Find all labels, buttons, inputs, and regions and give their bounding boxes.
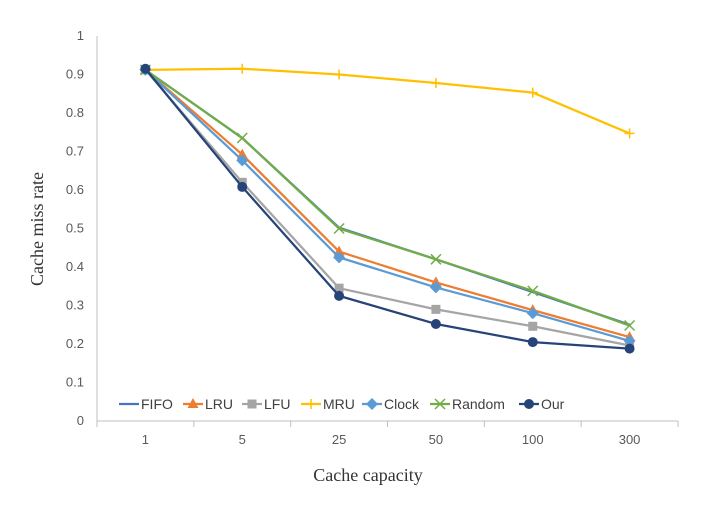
series-line-lfu xyxy=(144,68,631,347)
data-point-clock xyxy=(526,307,539,320)
x-tick-label: 5 xyxy=(239,432,246,447)
data-point-random xyxy=(527,285,539,297)
legend-item-lfu: LFU xyxy=(242,396,290,412)
y-tick-label: 0.6 xyxy=(66,182,84,197)
y-tick-label: 1 xyxy=(77,28,84,43)
x-tick-label: 100 xyxy=(522,432,544,447)
data-point-lfu xyxy=(528,321,538,331)
legend-item-mru: MRU xyxy=(301,396,355,412)
data-point-mru xyxy=(624,128,635,139)
data-point-mru xyxy=(237,63,248,74)
data-point-lfu xyxy=(431,304,441,314)
data-point-our xyxy=(237,181,248,192)
data-point-lru xyxy=(236,148,248,159)
data-point-random xyxy=(236,132,248,144)
data-point-our xyxy=(140,63,151,74)
x-tick-labels: 1 5 25 50 100 300 xyxy=(142,432,641,447)
series-line-lru xyxy=(144,68,631,339)
series-line-mru xyxy=(144,67,631,135)
data-point-random xyxy=(333,222,345,235)
data-point-clock xyxy=(429,281,442,294)
legend-label-our: Our xyxy=(541,396,565,412)
legend-label-clock: Clock xyxy=(384,396,420,412)
legend-marker-mru xyxy=(306,399,316,409)
legend-item-lru: LRU xyxy=(183,396,233,412)
legend-item-random: Random xyxy=(430,396,505,412)
data-point-lru xyxy=(430,276,442,287)
x-axis-title: Cache capacity xyxy=(313,465,422,485)
y-tick-label: 0.4 xyxy=(66,259,84,274)
data-point-our xyxy=(430,318,441,329)
data-point-our xyxy=(527,337,538,348)
data-point-clock xyxy=(333,251,346,264)
legend-item-our: Our xyxy=(519,396,565,412)
legend-marker-clock xyxy=(366,398,378,410)
data-point-clock xyxy=(236,154,249,167)
data-point-mru xyxy=(527,87,538,98)
data-point-clock xyxy=(623,334,636,347)
legend-label-mru: MRU xyxy=(323,396,355,412)
legend-marker-random xyxy=(434,398,446,410)
series-line-random xyxy=(144,68,631,327)
series-line-clock xyxy=(144,68,631,343)
y-tick-labels: 0 0.1 0.2 0.3 0.4 0.5 0.6 0.7 0.8 0.9 1 xyxy=(66,28,84,428)
data-point-mru xyxy=(334,69,345,80)
x-tick-label: 1 xyxy=(142,432,149,447)
y-tick-label: 0.7 xyxy=(66,144,84,159)
x-tick-label: 25 xyxy=(332,432,346,447)
series-lfu xyxy=(140,65,635,351)
y-tick-label: 0.9 xyxy=(66,67,84,82)
y-tick-label: 0.5 xyxy=(66,221,84,236)
data-point-our xyxy=(624,343,635,354)
y-tick-label: 0.1 xyxy=(66,375,84,390)
legend: FIFO LRU LFU MRU Clock Random Our xyxy=(119,396,565,412)
series-line-our xyxy=(144,67,631,350)
data-point-random xyxy=(624,319,636,332)
data-point-mru xyxy=(430,77,441,88)
series-lines xyxy=(139,63,636,354)
data-point-lfu xyxy=(334,283,344,293)
series-line-fifo xyxy=(144,68,631,326)
y-tick-label: 0.8 xyxy=(66,105,84,120)
legend-item-clock: Clock xyxy=(362,396,420,412)
legend-label-lru: LRU xyxy=(205,396,233,412)
legend-marker-lfu xyxy=(247,399,257,409)
x-tick-label: 300 xyxy=(619,432,641,447)
legend-marker-our xyxy=(524,399,534,409)
data-point-our xyxy=(334,290,345,301)
series-fifo xyxy=(144,68,631,326)
legend-label-random: Random xyxy=(452,396,505,412)
series-clock xyxy=(139,63,636,347)
x-tick-label: 50 xyxy=(429,432,443,447)
legend-label-lfu: LFU xyxy=(264,396,290,412)
series-mru xyxy=(140,63,635,139)
y-tick-label: 0 xyxy=(77,413,84,428)
legend-item-fifo: FIFO xyxy=(119,396,173,412)
y-axis-title: Cache miss rate xyxy=(27,172,47,286)
axes xyxy=(96,36,679,427)
legend-marker-lru xyxy=(187,398,199,408)
y-tick-label: 0.2 xyxy=(66,336,84,351)
data-point-random xyxy=(430,253,442,265)
series-random xyxy=(139,64,636,332)
legend-label-fifo: FIFO xyxy=(141,396,173,412)
y-tick-label: 0.3 xyxy=(66,298,84,313)
series-our xyxy=(140,63,635,354)
